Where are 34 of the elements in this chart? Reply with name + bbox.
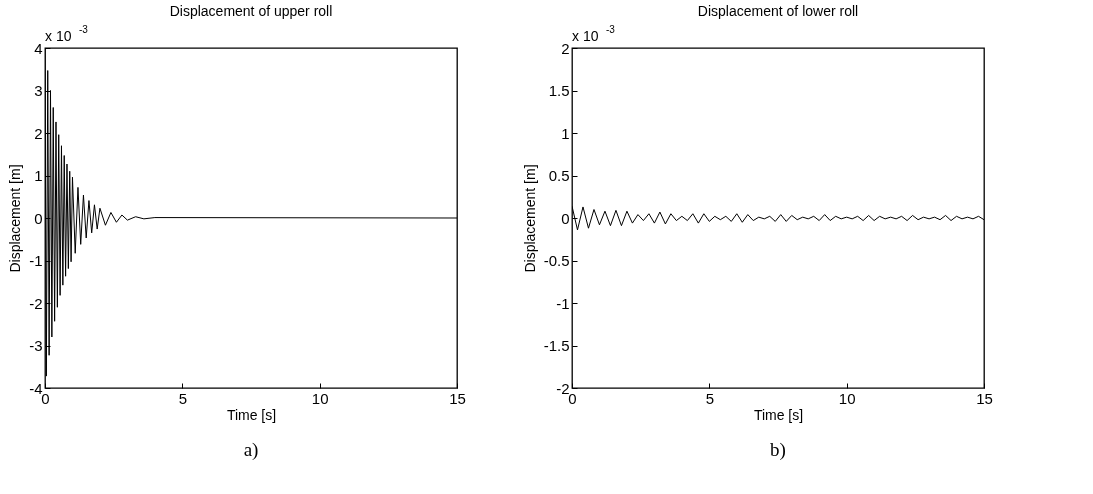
y-axis-title: Displacement [m] — [521, 164, 538, 273]
text: b) — [770, 439, 786, 461]
x-tick-label: 10 — [311, 389, 329, 407]
x-tick-label: 15 — [449, 389, 466, 407]
text: x 10-3 — [45, 24, 89, 44]
y-tick-label: -4 — [29, 379, 43, 397]
y-tick-label: -2 — [556, 379, 570, 397]
y-tick-label: 1 — [561, 124, 570, 142]
y-tick-label: -1.5 — [543, 337, 570, 354]
y-tick-label: 1 — [34, 167, 43, 184]
y-tick-label: -1 — [556, 294, 570, 312]
y-tick-label: -2 — [29, 294, 43, 312]
text: a) — [243, 439, 259, 461]
y-tick-label: -3 — [29, 337, 43, 354]
x-tick-label: 5 — [705, 389, 715, 407]
y-tick-label: -1 — [29, 252, 43, 269]
y-tick-label: 0.5 — [548, 167, 570, 184]
y-tick-label: 4 — [34, 39, 43, 57]
text: x 10-3 — [572, 24, 616, 44]
x-tick-label: 5 — [178, 389, 188, 407]
y-tick-label: 2 — [561, 39, 570, 57]
y-tick-label: 3 — [34, 82, 43, 99]
x-tick-label: 10 — [838, 389, 856, 407]
y-tick-label: 0 — [561, 209, 570, 227]
y-tick-label: -0.5 — [543, 252, 570, 269]
y-tick-label: 2 — [34, 124, 43, 142]
chart-title: Displacement of lower roll — [697, 3, 859, 19]
y-tick-label: 1.5 — [548, 82, 570, 99]
y-tick-label: 0 — [34, 209, 43, 227]
x-tick-label: 15 — [976, 389, 993, 407]
x-axis-title: Time [s] — [226, 406, 277, 423]
chart-title: Displacement of upper roll — [169, 3, 333, 19]
x-axis-title: Time [s] — [753, 406, 804, 423]
y-axis-title: Displacement [m] — [7, 164, 24, 273]
